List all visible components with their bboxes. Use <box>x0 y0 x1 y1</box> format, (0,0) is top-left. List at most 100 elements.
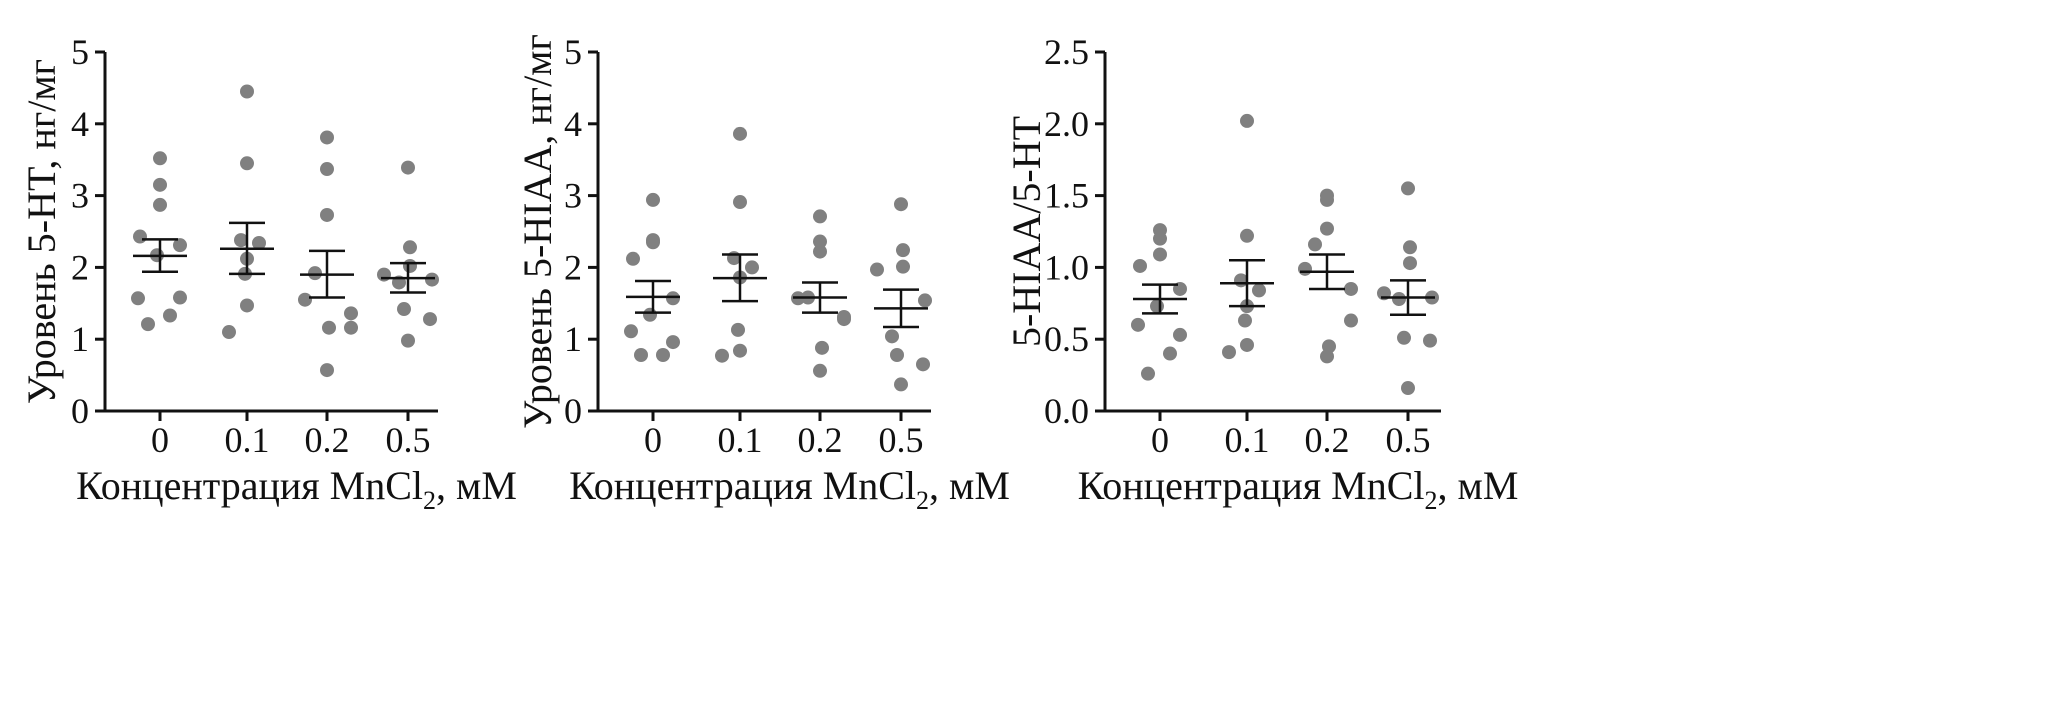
data-point <box>1163 346 1177 361</box>
data-point <box>646 192 660 207</box>
chart-panel-3: 0.00.51.01.52.02.50 0.1 0.2 0.5Концентрация… <box>1004 32 1518 515</box>
data-point <box>1238 313 1252 328</box>
data-point <box>1401 181 1415 196</box>
data-point <box>731 322 745 337</box>
data-point <box>1320 192 1334 207</box>
data-point <box>870 262 884 277</box>
data-point <box>141 317 155 332</box>
data-point <box>896 259 910 274</box>
y-tick-label: 1 <box>564 319 582 359</box>
x-tick-label: 0.5 <box>386 420 431 460</box>
data-point <box>1252 283 1266 298</box>
x-tick-label: 0.1 <box>225 420 270 460</box>
data-point <box>1131 317 1145 332</box>
data-point <box>1397 330 1411 345</box>
series-group-0.5 <box>1377 181 1439 396</box>
data-point <box>1320 221 1334 236</box>
y-tick-label: 4 <box>71 104 89 144</box>
data-point <box>813 363 827 378</box>
data-point <box>656 347 670 362</box>
y-tick-label: 5 <box>564 32 582 72</box>
data-point <box>634 347 648 362</box>
data-point <box>1150 299 1164 314</box>
data-point <box>918 293 932 308</box>
data-point <box>1153 247 1167 262</box>
data-point <box>1141 366 1155 381</box>
y-tick-label: 0 <box>71 391 89 431</box>
data-point <box>1173 327 1187 342</box>
data-point <box>344 320 358 335</box>
y-tick-label: 2 <box>71 247 89 287</box>
data-point <box>624 324 638 339</box>
series-group-0.2 <box>298 130 358 378</box>
data-point <box>240 84 254 99</box>
y-axis-title: Уровень 5-HIAA, нг/мг <box>515 34 560 429</box>
data-point <box>894 197 908 212</box>
series-group-0.5 <box>377 160 439 348</box>
x-tick-label: 0.2 <box>305 420 350 460</box>
y-tick-label: 3 <box>71 176 89 216</box>
data-point <box>813 244 827 259</box>
x-tick-label: 0 <box>1151 420 1169 460</box>
x-tick-label: 0.5 <box>879 420 924 460</box>
data-point <box>1308 237 1322 252</box>
y-tick-label: 1.0 <box>1044 247 1089 287</box>
data-point <box>733 343 747 358</box>
data-point <box>403 258 417 273</box>
data-point <box>885 329 899 344</box>
y-tick-label: 1.5 <box>1044 176 1089 216</box>
data-point <box>1153 231 1167 246</box>
data-point <box>666 335 680 350</box>
y-tick-label: 3 <box>564 176 582 216</box>
data-point <box>222 325 236 340</box>
data-point <box>1392 291 1406 306</box>
x-tick-label: 0.2 <box>798 420 843 460</box>
data-point <box>153 177 167 192</box>
data-point <box>1344 313 1358 328</box>
data-point <box>322 320 336 335</box>
data-point <box>837 312 851 327</box>
y-tick-label: 0.0 <box>1044 391 1089 431</box>
data-point <box>1320 349 1334 364</box>
data-point <box>133 229 147 244</box>
data-point <box>320 162 334 177</box>
data-point <box>397 302 411 317</box>
series-group-0.1 <box>1220 113 1274 360</box>
data-point <box>344 306 358 321</box>
data-point <box>173 290 187 305</box>
data-point <box>234 233 248 248</box>
x-axis-title: Концентрация MnCl2, мМ <box>76 463 517 515</box>
data-point <box>1222 345 1236 360</box>
data-point <box>1423 333 1437 348</box>
data-point <box>813 209 827 224</box>
data-point <box>163 308 177 323</box>
y-tick-label: 1 <box>71 319 89 359</box>
data-point <box>401 160 415 175</box>
y-tick-label: 4 <box>564 104 582 144</box>
data-point <box>320 363 334 378</box>
data-point <box>401 333 415 348</box>
data-point <box>1344 281 1358 296</box>
data-point <box>715 348 729 363</box>
data-point <box>320 207 334 222</box>
data-point <box>1240 337 1254 352</box>
data-point <box>1240 228 1254 243</box>
data-point <box>425 272 439 287</box>
series-group-0.2 <box>791 209 851 378</box>
data-point <box>643 307 657 322</box>
data-point <box>815 340 829 355</box>
data-point <box>1403 256 1417 271</box>
x-axis-title: Концентрация MnCl2, мМ <box>1078 463 1519 515</box>
data-point <box>1133 258 1147 273</box>
data-point <box>894 377 908 392</box>
data-point <box>131 291 145 306</box>
y-axis-title: 5-HIAA/5-HT <box>1004 116 1049 347</box>
data-point <box>745 260 759 275</box>
data-point <box>240 156 254 171</box>
series-group-0.1 <box>220 84 274 340</box>
series-group-0.1 <box>713 126 767 363</box>
data-point <box>1240 113 1254 128</box>
